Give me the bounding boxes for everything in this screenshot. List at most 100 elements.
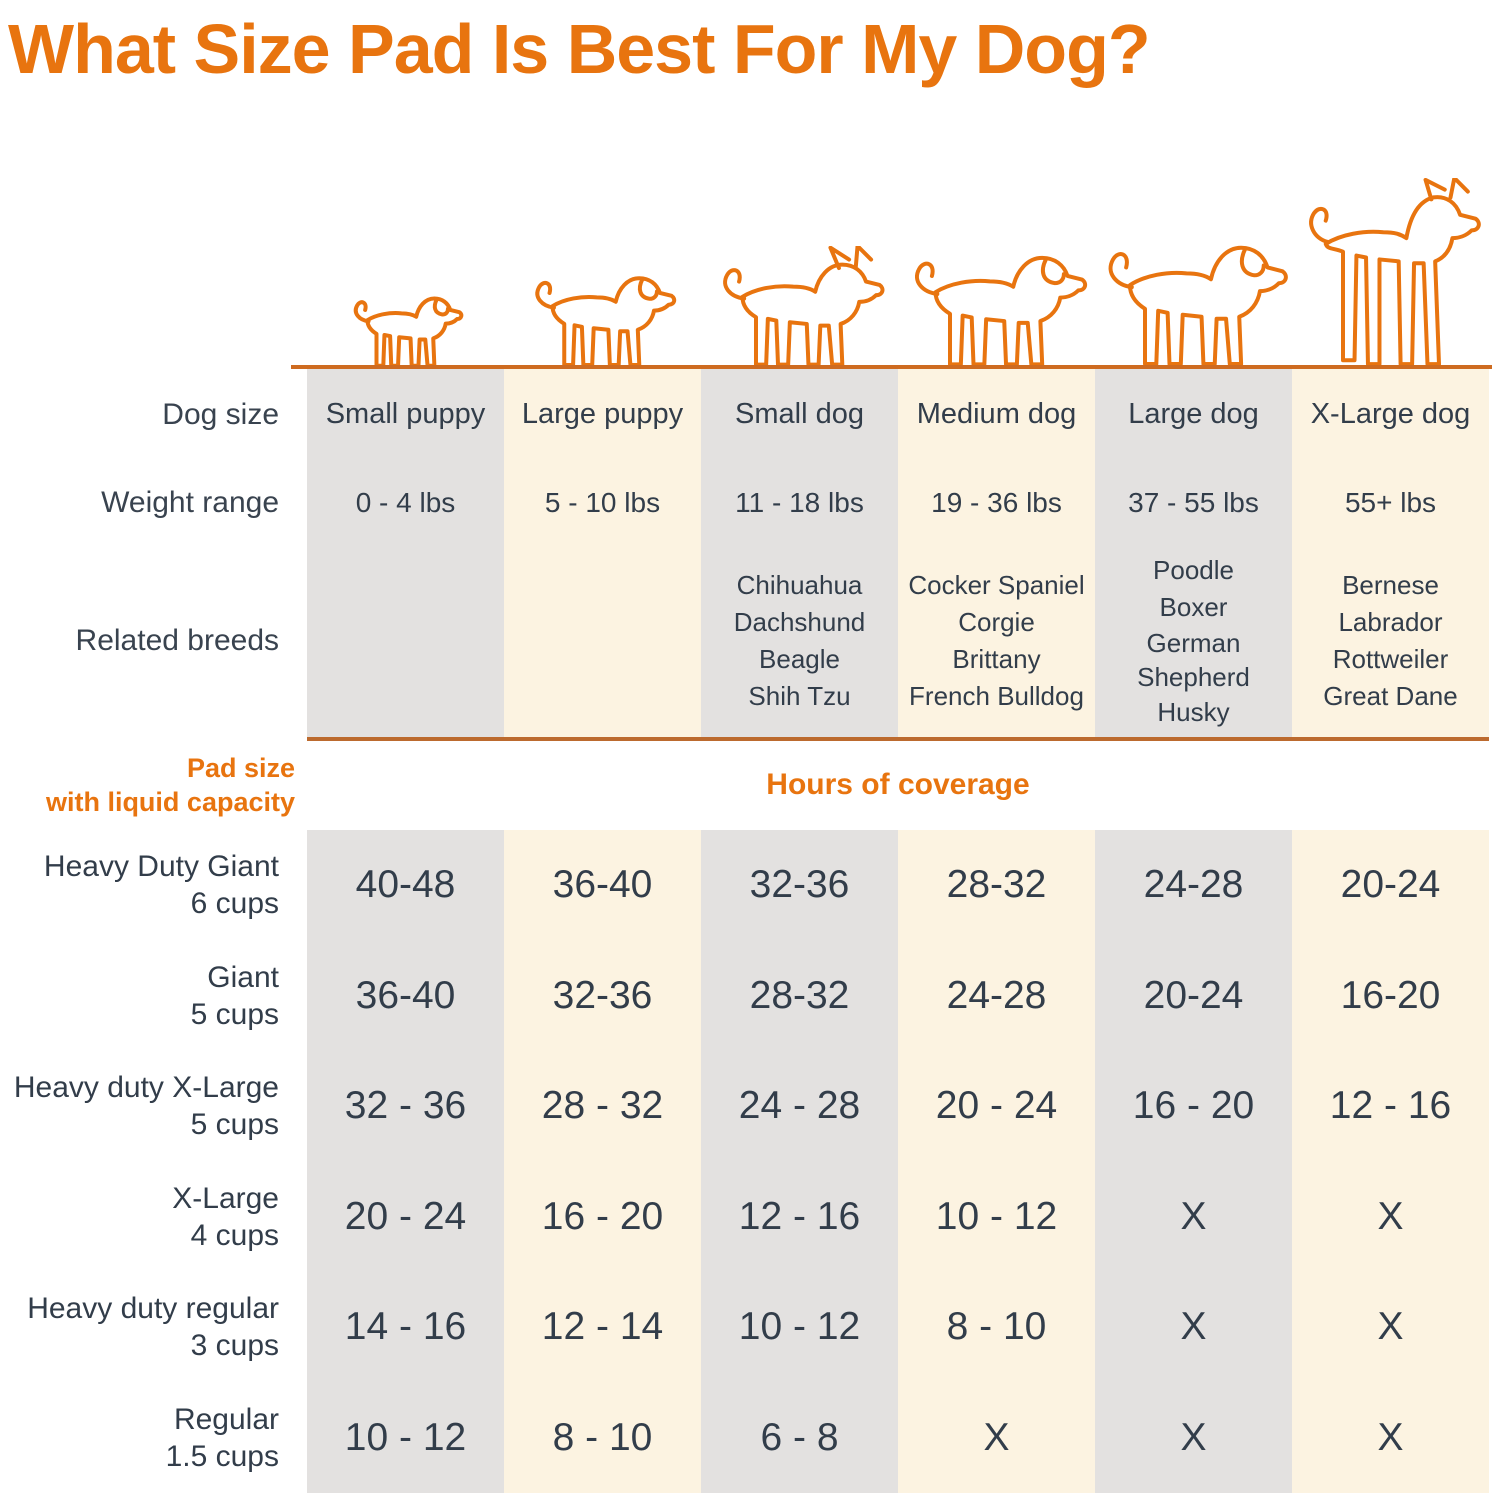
pad-row-label: Heavy duty regular 3 cups [0, 1272, 307, 1383]
dog-size-value: Medium dog [916, 398, 1077, 430]
hours-cell: 28 - 32 [504, 1051, 701, 1162]
hours-cell: 36-40 [504, 830, 701, 941]
weight-cell: 55+ lbs [1292, 460, 1489, 545]
pad-row-label: Heavy duty X-Large 5 cups [0, 1051, 307, 1162]
breed-item: Bernese [1342, 570, 1439, 600]
weight-cell: 11 - 18 lbs [701, 460, 898, 545]
hours-cell: 16-20 [1292, 940, 1489, 1051]
dog-cell [1095, 176, 1292, 368]
hours-cell: 16 - 20 [504, 1161, 701, 1272]
pad-row-label: Regular 1.5 cups [0, 1383, 307, 1494]
dog-size-value: Large dog [1128, 398, 1259, 430]
breed-item: Dachshund [733, 607, 866, 637]
breeds-cell: Bernese Labrador Rottweiler Great Dane [1292, 545, 1489, 737]
large-puppy-dog-icon [526, 262, 679, 368]
dog-size-value: Large puppy [521, 398, 684, 430]
weight-value: 19 - 36 lbs [931, 486, 1062, 518]
breed-item: Boxer [1159, 591, 1228, 622]
hours-cell: X [1095, 1161, 1292, 1272]
hours-cell: 10 - 12 [898, 1161, 1095, 1272]
hours-cell: 24-28 [1095, 830, 1292, 941]
dog-size-value: X-Large dog [1310, 398, 1471, 430]
breed-item: German Shepherd [1137, 627, 1250, 692]
breeds-cell: Chihuahua Dachshund Beagle Shih Tzu [701, 545, 898, 737]
dog-size-cell: Small dog [701, 369, 898, 460]
page-title: What Size Pad Is Best For My Dog? [8, 10, 1151, 88]
row-header-weight-range: Weight range [101, 485, 279, 519]
dog-size-cell: Small puppy [307, 369, 504, 460]
pad-capacity: 5 cups [190, 997, 279, 1031]
hours-cell: 36-40 [307, 940, 504, 1051]
hours-of-coverage-header: Hours of coverage [766, 768, 1030, 801]
hours-cell: 20-24 [1292, 830, 1489, 941]
weight-value: 55+ lbs [1344, 486, 1437, 518]
hours-cell: 16 - 20 [1095, 1051, 1292, 1162]
pad-row-label: X-Large 4 cups [0, 1162, 307, 1273]
breeds-cell: Cocker Spaniel Corgie Brittany French Bu… [898, 545, 1095, 737]
hours-cell: X [1292, 1161, 1489, 1272]
pad-capacity: 4 cups [190, 1218, 279, 1252]
hours-cell: 12 - 16 [1292, 1051, 1489, 1162]
hours-cell: 32-36 [504, 940, 701, 1051]
weight-value: 0 - 4 lbs [355, 486, 456, 518]
breed-item: Husky [1157, 696, 1230, 727]
dog-size-cell: Medium dog [898, 369, 1095, 460]
pad-name: Regular [173, 1402, 279, 1436]
hours-cell: 20 - 24 [898, 1051, 1095, 1162]
dogs-baseline-rule [291, 365, 1492, 369]
breed-item: French Bulldog [909, 681, 1084, 711]
breed-item: Rottweiler [1332, 644, 1449, 674]
x-large-dog-icon [1295, 178, 1487, 368]
dog-size-cell: X-Large dog [1292, 369, 1489, 460]
dog-cell [1292, 176, 1489, 368]
hours-cell: X [1095, 1272, 1292, 1383]
row-header-dog-size: Dog size [162, 397, 279, 431]
weight-cell: 19 - 36 lbs [898, 460, 1095, 545]
pad-size-header-line2: with liquid capacity [45, 787, 295, 817]
hours-cell: 8 - 10 [504, 1382, 701, 1493]
pad-name: Giant [207, 960, 279, 994]
small-puppy-dog-icon [347, 286, 465, 368]
section-divider-rule [307, 737, 1489, 741]
pad-name: Heavy Duty Giant [43, 850, 279, 884]
dog-size-cell: Large puppy [504, 369, 701, 460]
hours-cell: X [1292, 1382, 1489, 1493]
row-header-related-breeds: Related breeds [75, 624, 279, 657]
section-header-band: Pad size with liquid capacity Hours of c… [0, 741, 1489, 829]
breed-item: Beagle [759, 644, 840, 674]
weight-value: 5 - 10 lbs [544, 486, 661, 518]
pad-name: X-Large [172, 1181, 279, 1215]
hours-cell: X [898, 1382, 1095, 1493]
breed-item: Labrador [1338, 607, 1443, 637]
hours-cell: 28-32 [701, 940, 898, 1051]
pad-name: Heavy duty X-Large [13, 1071, 279, 1105]
small-dog-icon [712, 246, 888, 368]
dog-size-value: Small puppy [325, 398, 486, 430]
breed-item: Great Dane [1323, 681, 1458, 711]
hours-cell: 40-48 [307, 830, 504, 941]
hours-cell: 8 - 10 [898, 1272, 1095, 1383]
dog-size-cell: Large dog [1095, 369, 1292, 460]
pad-row-label: Giant 5 cups [0, 941, 307, 1052]
dog-illustrations-row [307, 176, 1489, 368]
dog-cell [307, 176, 504, 368]
hours-cell: 24-28 [898, 940, 1095, 1051]
hours-cell: 32-36 [701, 830, 898, 941]
dog-info-table: Dog size Small puppy Large puppy Small d… [0, 369, 1489, 737]
weight-cell: 0 - 4 lbs [307, 460, 504, 545]
weight-value: 11 - 18 lbs [735, 486, 864, 518]
hours-cell: 10 - 12 [307, 1382, 504, 1493]
hours-cell: 28-32 [898, 830, 1095, 941]
pad-capacity: 6 cups [190, 887, 279, 921]
dog-cell [504, 176, 701, 368]
hours-of-coverage-table: Heavy Duty Giant 6 cups 40-48 36-40 32-36… [0, 830, 1489, 1493]
pad-size-header-line1: Pad size [186, 753, 295, 783]
hours-cell: 14 - 16 [307, 1272, 504, 1383]
breed-item: Corgie [958, 607, 1035, 637]
dog-size-value: Small dog [735, 398, 864, 430]
pad-capacity: 5 cups [190, 1108, 279, 1142]
breed-item: Shih Tzu [748, 681, 851, 711]
hours-cell: 32 - 36 [307, 1051, 504, 1162]
medium-dog-icon [903, 238, 1091, 368]
weight-cell: 5 - 10 lbs [504, 460, 701, 545]
